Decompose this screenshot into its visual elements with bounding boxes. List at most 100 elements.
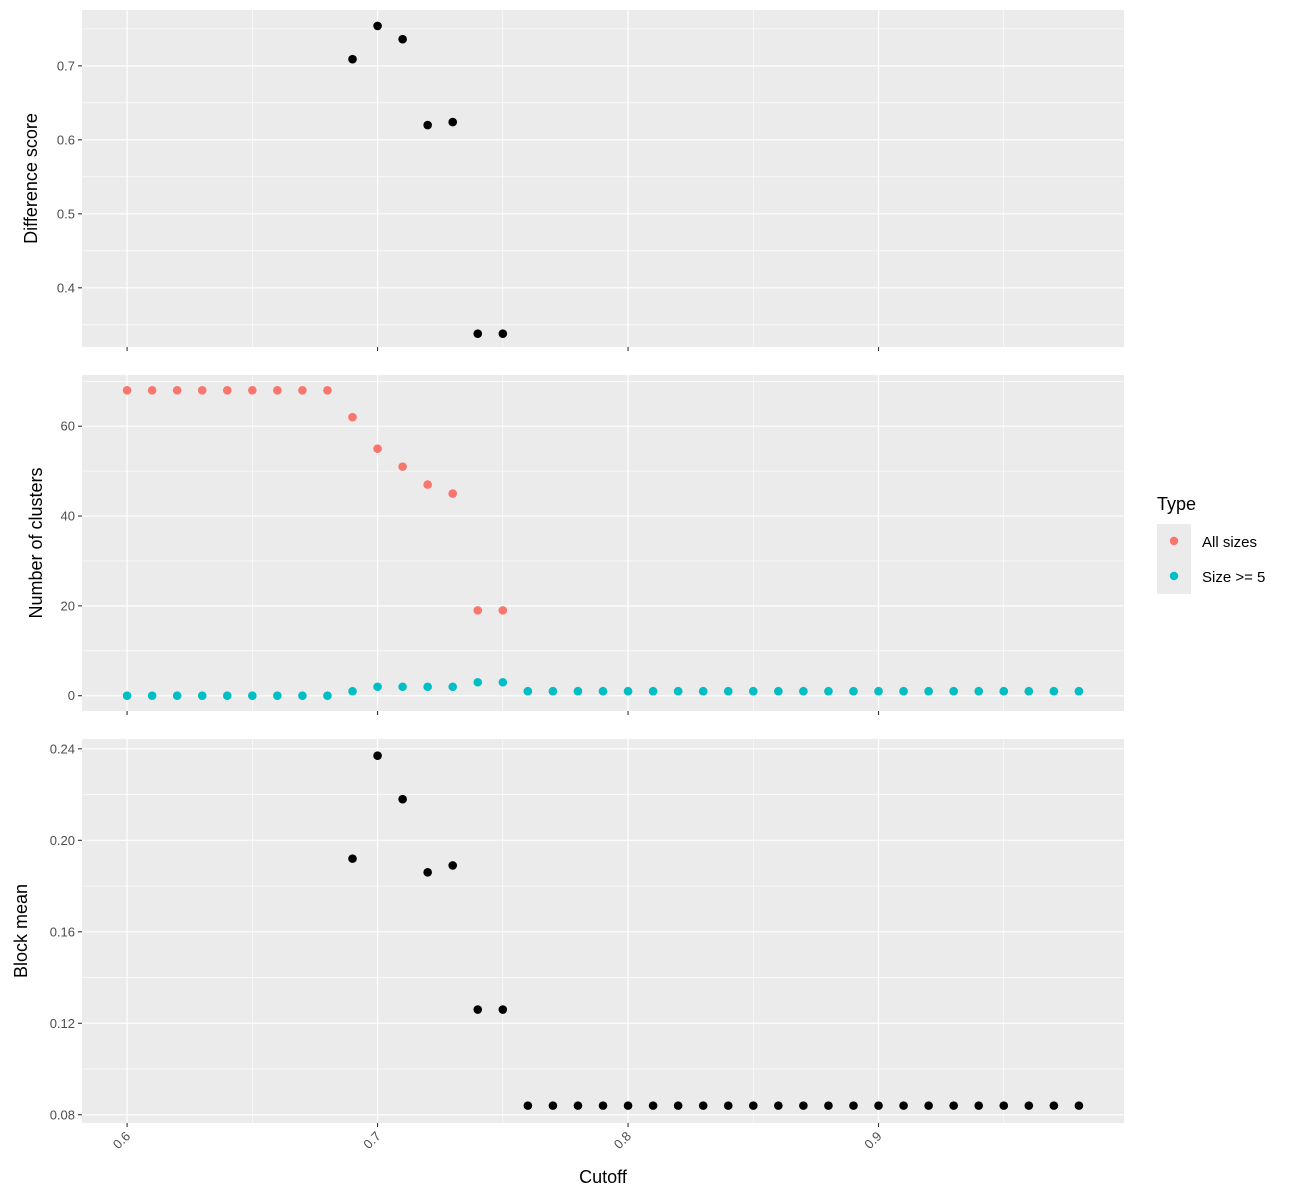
data-point-series	[1024, 1101, 1034, 1110]
x-tick-label: 0.7	[360, 1129, 383, 1152]
data-point-size-5	[548, 686, 558, 696]
data-point-size-5	[523, 686, 533, 696]
data-point-size-5	[573, 686, 583, 696]
x-axis-title: Cutoff	[579, 1167, 628, 1187]
data-point-size-5	[949, 686, 958, 696]
data-point-series	[473, 1005, 483, 1014]
data-point-series	[373, 751, 382, 760]
data-point-size-5	[974, 686, 984, 696]
data-point-size-5	[348, 686, 357, 696]
data-point-series	[999, 1101, 1009, 1110]
data-point-size-5	[298, 691, 307, 701]
data-point-size-5	[1024, 686, 1034, 696]
data-point-size-5	[398, 682, 407, 692]
data-point-series	[348, 54, 357, 64]
y-tick-label: 0	[68, 688, 75, 703]
data-point-all-sizes	[172, 385, 182, 395]
data-point-series	[448, 117, 458, 127]
data-point-series	[924, 1101, 933, 1110]
data-point-series	[874, 1101, 883, 1110]
y-tick-label: 0.7	[57, 58, 75, 73]
data-point-size-5	[623, 686, 633, 696]
data-point-series	[423, 868, 432, 877]
data-point-all-sizes	[373, 444, 382, 453]
data-point-size-5	[172, 691, 182, 701]
data-point-size-5	[498, 677, 508, 687]
data-point-all-sizes	[398, 462, 407, 471]
data-point-series	[398, 794, 407, 804]
data-point-series	[423, 120, 432, 130]
y-tick-label: 0.12	[50, 1016, 75, 1031]
data-point-size-5	[999, 686, 1009, 696]
y-axis-title: Block mean	[11, 884, 31, 978]
data-point-series	[348, 854, 357, 863]
data-point-size-5	[122, 691, 132, 701]
legend-label-size-ge-5: Size >= 5	[1202, 569, 1265, 586]
data-point-size-5	[774, 686, 783, 696]
chart-panels: 0.4 0.5 0.6 0.7 Difference score 0 20 40 60 Numbe…	[11, 10, 1124, 1152]
x-tick-label: 0.9	[861, 1129, 884, 1152]
data-point-series	[723, 1101, 733, 1110]
x-tick-label: 0.6	[110, 1129, 133, 1152]
data-point-all-sizes	[147, 385, 157, 395]
data-point-all-sizes	[323, 385, 332, 395]
data-point-series	[398, 34, 407, 44]
data-point-series	[673, 1101, 683, 1110]
data-point-size-5	[473, 677, 483, 687]
data-point-size-5	[222, 691, 232, 701]
y-tick-label: 0.24	[50, 741, 75, 756]
data-point-all-sizes	[448, 489, 458, 498]
data-point-size-5	[273, 691, 282, 701]
legend: Type All sizes Size >= 5	[1157, 494, 1265, 594]
data-point-size-5	[423, 682, 432, 692]
data-point-series	[1074, 1101, 1084, 1110]
data-point-series	[698, 1101, 708, 1110]
panel-number-of-clusters: 0 20 40 60 Number of clusters	[26, 375, 1124, 715]
data-point-size-5	[899, 686, 908, 696]
y-axis-title: Difference score	[21, 113, 41, 244]
data-point-size-5	[924, 686, 933, 696]
data-point-series	[974, 1101, 984, 1110]
data-point-series	[498, 1005, 508, 1014]
panel-background	[82, 10, 1124, 347]
y-tick-label: 0.4	[57, 280, 75, 295]
panel-difference-score: 0.4 0.5 0.6 0.7 Difference score	[21, 10, 1124, 351]
data-point-series	[448, 861, 458, 870]
data-point-series	[949, 1101, 958, 1110]
data-point-series	[648, 1101, 658, 1110]
data-point-size-5	[673, 686, 683, 696]
legend-key-size-ge-5	[1169, 571, 1179, 581]
data-point-size-5	[849, 686, 858, 696]
data-point-all-sizes	[498, 606, 508, 615]
data-point-all-sizes	[348, 412, 357, 422]
panel-background	[82, 739, 1124, 1123]
legend-key-all-sizes	[1169, 536, 1179, 546]
data-point-all-sizes	[473, 606, 483, 615]
data-point-size-5	[1049, 686, 1059, 696]
data-point-series	[548, 1101, 558, 1110]
data-point-series	[573, 1101, 583, 1110]
data-point-all-sizes	[298, 385, 307, 395]
data-point-size-5	[1074, 686, 1084, 696]
x-tick-label: 0.8	[611, 1129, 634, 1152]
y-tick-label: 60	[61, 419, 75, 434]
y-tick-label: 0.5	[57, 206, 75, 221]
y-tick-label: 0.20	[50, 833, 75, 848]
y-tick-label: 0.6	[57, 132, 75, 147]
data-point-series	[799, 1101, 808, 1110]
data-point-size-5	[248, 691, 257, 701]
data-point-series	[1049, 1101, 1059, 1110]
legend-label-all-sizes: All sizes	[1202, 534, 1257, 551]
panel-block-mean: 0.08 0.12 0.16 0.20 0.24 Block mean 0.6 0.7 0.8 0…	[11, 739, 1124, 1152]
data-point-all-sizes	[273, 385, 282, 395]
data-point-series	[849, 1101, 858, 1110]
legend-title: Type	[1157, 494, 1196, 514]
data-point-size-5	[748, 686, 758, 696]
data-point-all-sizes	[423, 480, 432, 489]
data-point-size-5	[824, 686, 833, 696]
data-point-series	[774, 1101, 783, 1110]
y-tick-label: 20	[61, 598, 75, 613]
data-point-size-5	[197, 691, 207, 701]
data-point-size-5	[448, 682, 458, 692]
